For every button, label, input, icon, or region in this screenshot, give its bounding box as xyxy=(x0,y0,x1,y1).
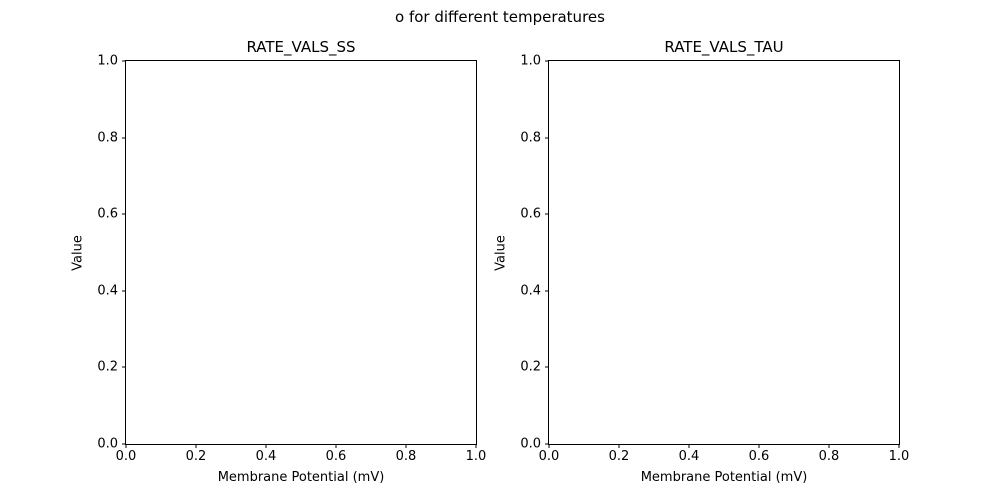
y-tick-label: 1.0 xyxy=(520,53,541,69)
x-tick-label: 0.8 xyxy=(818,449,840,464)
y-tick-mark xyxy=(545,60,549,62)
y-tick-mark xyxy=(545,366,549,368)
x-tick-label: 0.8 xyxy=(395,449,417,464)
x-tick-mark xyxy=(335,444,337,448)
y-tick-label: 0.8 xyxy=(520,130,541,146)
x-tick-label: 0.4 xyxy=(678,449,700,464)
figure-suptitle: o for different temperatures xyxy=(395,8,605,26)
y-tick-label: 0.6 xyxy=(520,206,541,222)
x-axis-label-left: Membrane Potential (mV) xyxy=(217,470,385,485)
axes-title-right: RATE_VALS_TAU xyxy=(664,38,784,56)
x-tick-mark xyxy=(125,444,127,448)
x-tick-mark xyxy=(548,444,550,448)
y-tick-mark xyxy=(122,60,126,62)
y-tick-mark xyxy=(545,290,549,292)
y-tick-mark xyxy=(545,213,549,215)
x-tick-mark xyxy=(195,444,197,448)
y-tick-label: 0.6 xyxy=(97,206,118,222)
y-tick-mark xyxy=(122,137,126,139)
x-tick-mark xyxy=(475,444,477,448)
x-tick-mark xyxy=(828,444,830,448)
x-tick-mark xyxy=(265,444,267,448)
x-tick-label: 0.0 xyxy=(115,449,137,464)
y-tick-mark xyxy=(122,213,126,215)
y-tick-label: 0.4 xyxy=(520,283,541,299)
x-tick-mark xyxy=(898,444,900,448)
y-tick-mark xyxy=(122,290,126,292)
y-tick-mark xyxy=(545,137,549,139)
axes-rate-vals-ss: RATE_VALS_SS 0.0 0.2 0.4 0.6 0.8 1.0 0.0… xyxy=(71,38,487,485)
y-tick-mark xyxy=(122,366,126,368)
x-tick-mark xyxy=(758,444,760,448)
y-axis-label-left: Value xyxy=(70,234,86,271)
y-tick-label: 0.0 xyxy=(520,436,541,452)
y-tick-label: 0.8 xyxy=(97,130,118,146)
x-tick-label: 0.6 xyxy=(748,449,770,464)
axes-rate-vals-tau: RATE_VALS_TAU 0.0 0.2 0.4 0.6 0.8 1.0 0.… xyxy=(494,38,910,485)
x-tick-mark xyxy=(688,444,690,448)
x-tick-label: 1.0 xyxy=(465,449,487,464)
y-axis-label-right: Value xyxy=(493,234,509,271)
x-tick-label: 0.6 xyxy=(325,449,347,464)
y-tick-mark xyxy=(545,443,549,445)
x-tick-label: 0.4 xyxy=(255,449,277,464)
y-tick-mark xyxy=(122,443,126,445)
x-axis-label-right: Membrane Potential (mV) xyxy=(640,470,808,485)
y-tick-label: 0.4 xyxy=(97,283,118,299)
x-tick-label: 1.0 xyxy=(888,449,910,464)
x-tick-label: 0.2 xyxy=(608,449,630,464)
y-tick-label: 1.0 xyxy=(97,53,118,69)
y-tick-label: 0.2 xyxy=(97,359,118,375)
x-tick-label: 0.2 xyxy=(185,449,207,464)
y-tick-label: 0.0 xyxy=(97,436,118,452)
x-tick-mark xyxy=(618,444,620,448)
x-tick-label: 0.0 xyxy=(538,449,560,464)
x-tick-mark xyxy=(405,444,407,448)
y-tick-label: 0.2 xyxy=(520,359,541,375)
axes-title-left: RATE_VALS_SS xyxy=(246,38,356,56)
